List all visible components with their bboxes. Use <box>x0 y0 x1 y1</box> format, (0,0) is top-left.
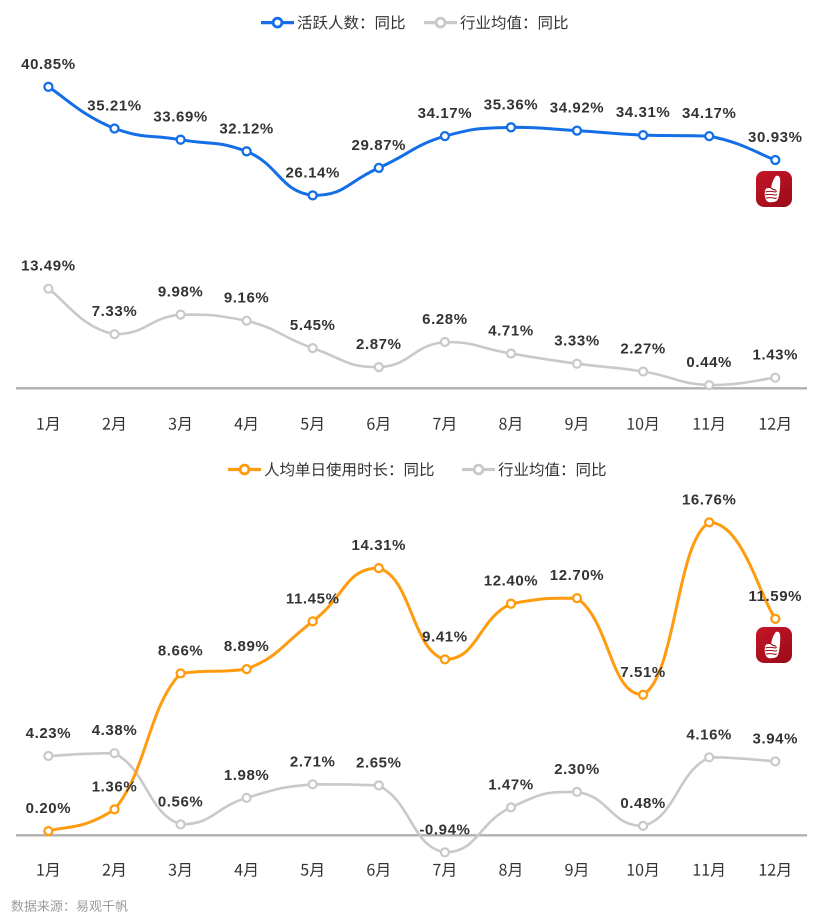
svg-text:2.30%: 2.30% <box>554 761 600 778</box>
svg-text:-0.94%: -0.94% <box>419 821 470 838</box>
svg-text:35.36%: 35.36% <box>484 96 538 113</box>
svg-text:1.98%: 1.98% <box>224 767 270 784</box>
svg-text:8.66%: 8.66% <box>158 642 204 659</box>
svg-text:9.16%: 9.16% <box>224 290 270 307</box>
svg-text:9.41%: 9.41% <box>422 628 468 645</box>
svg-text:30.93%: 30.93% <box>748 129 802 146</box>
svg-text:4.71%: 4.71% <box>488 323 534 340</box>
svg-text:4.23%: 4.23% <box>26 725 72 742</box>
svg-text:11.45%: 11.45% <box>286 590 340 607</box>
svg-text:1.47%: 1.47% <box>488 776 534 793</box>
svg-text:5.45%: 5.45% <box>290 317 336 334</box>
svg-text:12.40%: 12.40% <box>484 573 538 590</box>
svg-text:2.65%: 2.65% <box>356 754 402 771</box>
svg-text:35.21%: 35.21% <box>87 98 141 115</box>
svg-text:34.17%: 34.17% <box>682 105 736 122</box>
svg-text:34.17%: 34.17% <box>418 105 472 122</box>
svg-text:3.33%: 3.33% <box>554 333 600 350</box>
svg-text:1.36%: 1.36% <box>92 778 138 795</box>
svg-text:12.70%: 12.70% <box>550 567 604 584</box>
svg-text:16.76%: 16.76% <box>682 491 736 508</box>
svg-text:13.49%: 13.49% <box>21 258 75 275</box>
svg-text:26.14%: 26.14% <box>285 164 339 181</box>
svg-text:7.33%: 7.33% <box>92 303 138 320</box>
svg-text:6.28%: 6.28% <box>422 311 468 328</box>
svg-text:0.20%: 0.20% <box>26 800 72 817</box>
svg-text:4.38%: 4.38% <box>92 722 138 739</box>
svg-text:14.31%: 14.31% <box>352 537 406 554</box>
svg-text:0.48%: 0.48% <box>620 795 666 812</box>
svg-text:7.51%: 7.51% <box>620 664 666 681</box>
svg-text:32.12%: 32.12% <box>219 120 273 137</box>
svg-text:2.71%: 2.71% <box>290 753 336 770</box>
svg-text:8.89%: 8.89% <box>224 638 270 655</box>
svg-text:0.44%: 0.44% <box>686 354 732 371</box>
svg-text:2.87%: 2.87% <box>356 336 402 353</box>
svg-text:34.31%: 34.31% <box>616 104 670 121</box>
svg-text:9.98%: 9.98% <box>158 284 204 301</box>
svg-text:1.43%: 1.43% <box>753 347 799 364</box>
svg-text:40.85%: 40.85% <box>21 56 75 73</box>
svg-text:29.87%: 29.87% <box>352 137 406 154</box>
svg-text:0.56%: 0.56% <box>158 793 204 810</box>
svg-text:33.69%: 33.69% <box>153 109 207 126</box>
svg-text:4.16%: 4.16% <box>686 726 732 743</box>
svg-text:3.94%: 3.94% <box>753 730 799 747</box>
svg-text:2.27%: 2.27% <box>620 341 666 358</box>
svg-text:34.92%: 34.92% <box>550 100 604 117</box>
svg-text:11.59%: 11.59% <box>748 588 802 605</box>
